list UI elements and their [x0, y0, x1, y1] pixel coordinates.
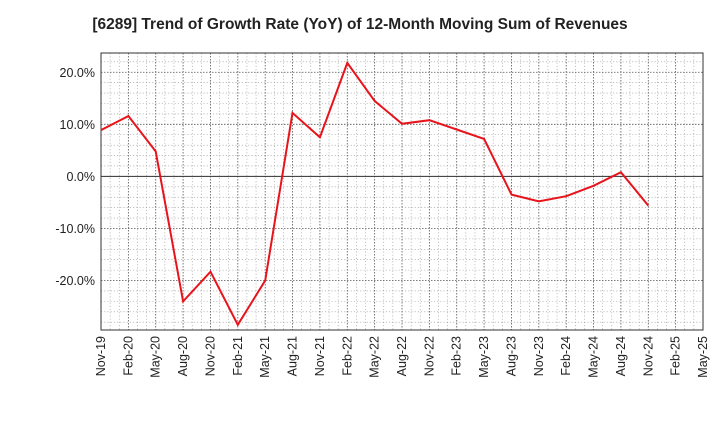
- x-tick-label: Aug-24: [614, 336, 628, 376]
- x-tick-label: May-22: [368, 336, 382, 378]
- x-tick-label: May-21: [258, 336, 272, 378]
- x-tick-label: Feb-24: [559, 336, 573, 376]
- series-layer: [100, 60, 650, 327]
- x-tick-label: Nov-24: [641, 336, 655, 376]
- x-tick-label: May-23: [477, 336, 491, 378]
- x-tick-label: Feb-25: [669, 336, 683, 376]
- x-tick-label: Nov-21: [313, 336, 327, 376]
- grid-layer: [101, 53, 703, 330]
- x-tick-label: Aug-20: [176, 336, 190, 376]
- x-tick-label: Feb-22: [340, 336, 354, 376]
- plot-border: [100, 52, 704, 331]
- x-tick-label: Aug-23: [504, 336, 518, 376]
- tick-label-layer: 20.0% 10.0% 0.0% -10.0% -20.0% Nov-19 Feb-20 Ma…: [55, 66, 710, 378]
- growth-rate-series-line: [100, 60, 650, 327]
- y-tick-label: 0.0%: [67, 170, 96, 184]
- x-tick-label: Feb-21: [231, 336, 245, 376]
- x-tick-label: Nov-20: [203, 336, 217, 376]
- x-tick-label: Aug-21: [286, 336, 300, 376]
- chart-title: [6289] Trend of Growth Rate (YoY) of 12-…: [92, 16, 628, 33]
- y-tick-label: -10.0%: [55, 222, 95, 236]
- x-tick-label: May-24: [587, 336, 601, 378]
- x-tick-label: May-25: [696, 336, 710, 378]
- y-tick-label: -20.0%: [55, 274, 95, 288]
- axis-layer: [100, 52, 704, 331]
- x-tick-label: Nov-19: [94, 336, 108, 376]
- x-tick-label: Nov-23: [532, 336, 546, 376]
- x-tick-label: May-20: [149, 336, 163, 378]
- y-tick-label: 20.0%: [60, 66, 95, 80]
- x-tick-label: Aug-22: [395, 336, 409, 376]
- x-tick-label: Feb-23: [450, 336, 464, 376]
- x-tick-label: Feb-20: [121, 336, 135, 376]
- y-tick-label: 10.0%: [60, 118, 95, 132]
- x-tick-label: Nov-22: [422, 336, 436, 376]
